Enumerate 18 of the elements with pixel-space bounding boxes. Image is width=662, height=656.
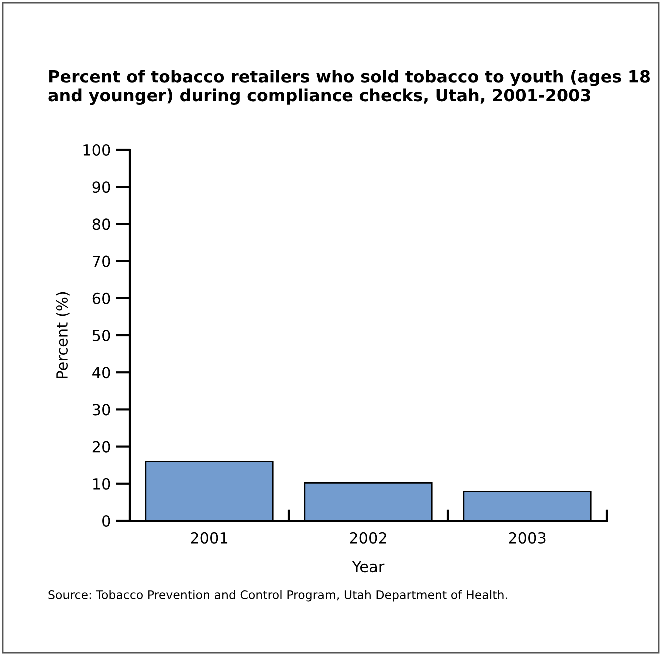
x-tick-label: 2003 [509,532,546,544]
y-tick-label: 60 [92,292,110,304]
y-tick-label: 0 [102,515,110,528]
y-tick-label: 90 [92,182,110,194]
y-tick-label: 100 [84,144,110,156]
chart-title: Percent of tobacco retailers who sold tobacco to youth (ages 18 and younger) during compliance checks, Utah, 2001-2003 [48,70,650,106]
y-tick-label: 50 [92,330,110,342]
y-tick-label: 10 [93,478,110,490]
x-axis-title: Year [352,561,385,573]
y-tick-label: 20 [92,441,110,453]
y-tick-label: 70 [93,256,110,268]
x-tick-label: 2001 [191,532,228,544]
y-tick-label: 30 [92,404,110,416]
y-axis-title: Percent (%) [56,292,70,378]
y-tick-label: 80 [92,218,110,230]
y-tick-label: 40 [92,367,110,379]
x-tick-label: 2002 [350,532,386,544]
source-note: Source: Tobacco Prevention and Control Program, Utah Department of Health. [48,590,508,602]
